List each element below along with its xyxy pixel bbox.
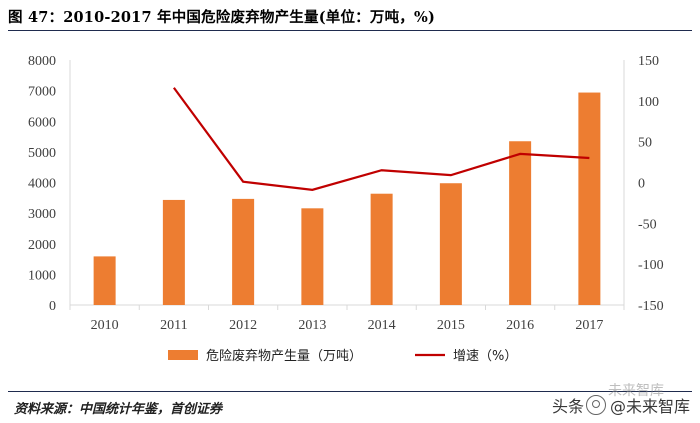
x-tick-label: 2017 xyxy=(575,318,603,333)
left-tick-label: 6000 xyxy=(28,115,56,130)
left-tick-label: 3000 xyxy=(28,207,56,222)
legend-bar-label: 危险废弃物产生量（万吨） xyxy=(206,348,362,364)
bar-2017 xyxy=(578,92,601,305)
x-tick-label: 2010 xyxy=(91,318,119,333)
bar-2015 xyxy=(439,183,462,305)
legend-line-label: 增速（%） xyxy=(453,349,517,364)
left-axis-ticks: 0 1000 2000 3000 4000 5000 6000 7000 8000 xyxy=(28,54,56,314)
right-tick-label: 0 xyxy=(638,177,645,192)
right-tick-label: 150 xyxy=(638,54,659,69)
footer-divider xyxy=(8,391,692,392)
watermark-faint: 未来智库 xyxy=(608,383,664,399)
left-tick-label: 8000 xyxy=(28,54,56,69)
bar-2013 xyxy=(301,208,324,305)
chart-legend: 危险废弃物产生量（万吨） 增速（%） xyxy=(168,348,517,364)
wechat-logo-icon xyxy=(585,395,606,415)
x-tick-label: 2012 xyxy=(229,318,257,333)
source-note: 资料来源：中国统计年鉴，首创证券 xyxy=(14,402,223,417)
bar-2012 xyxy=(232,198,255,305)
left-tick-label: 0 xyxy=(49,299,56,314)
line-series xyxy=(172,87,590,191)
left-tick-label: 1000 xyxy=(28,268,56,283)
watermark-name: @未来智库 xyxy=(609,397,690,416)
right-axis-ticks: -150 -100 -50 0 50 100 150 xyxy=(638,54,664,314)
legend-bar-swatch xyxy=(168,350,198,360)
bar-2014 xyxy=(370,193,393,305)
x-tick-label: 2011 xyxy=(160,318,187,333)
x-axis-ticks: 2010 2011 2012 2013 2014 2015 2016 2017 xyxy=(91,318,604,333)
right-tick-label: -150 xyxy=(638,299,664,314)
x-tick-label: 2016 xyxy=(506,318,534,333)
watermark-prefix: 头条 xyxy=(551,397,584,416)
x-tick-label: 2015 xyxy=(437,318,465,333)
right-tick-label: -100 xyxy=(638,258,664,273)
right-tick-label: 100 xyxy=(638,95,659,110)
watermark: 头条 @未来智库 xyxy=(552,393,690,417)
bar-2016 xyxy=(509,141,532,305)
title-divider xyxy=(8,30,692,31)
chart-title: 图 47：2010-2017 年中国危险废弃物产生量(单位：万吨，%) xyxy=(8,9,436,26)
chart-axes xyxy=(69,60,625,310)
left-tick-label: 7000 xyxy=(28,85,56,100)
left-tick-label: 2000 xyxy=(28,238,56,253)
bar-2011 xyxy=(162,199,185,305)
bar-2010 xyxy=(93,256,116,305)
left-tick-label: 4000 xyxy=(28,177,56,192)
bar-series xyxy=(93,92,601,305)
right-tick-label: -50 xyxy=(638,217,657,232)
x-tick-label: 2013 xyxy=(298,318,326,333)
right-tick-label: 50 xyxy=(638,136,652,151)
left-tick-label: 5000 xyxy=(28,146,56,161)
x-tick-label: 2014 xyxy=(368,318,396,333)
